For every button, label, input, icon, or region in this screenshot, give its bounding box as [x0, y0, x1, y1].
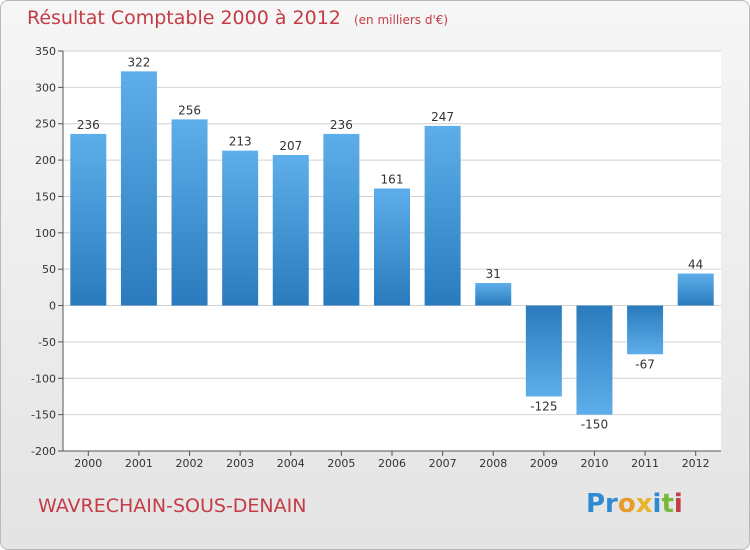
logo-part: Pr [586, 489, 618, 519]
data-label: -150 [581, 418, 608, 432]
logo-part: i [652, 489, 662, 519]
x-tick-label: 2009 [530, 457, 558, 470]
y-tick-label: 200 [35, 154, 56, 167]
x-tick-label: 2005 [327, 457, 355, 470]
y-tick-label: -200 [31, 445, 56, 458]
data-label: 256 [178, 103, 201, 117]
y-tick-label: 250 [35, 118, 56, 131]
y-tick-label: 350 [35, 45, 56, 58]
y-tick-label: 300 [35, 81, 56, 94]
y-tick-label: 50 [42, 263, 56, 276]
bar-2000 [70, 133, 107, 306]
logo-part: o [617, 489, 636, 519]
x-tick-label: 2004 [277, 457, 305, 470]
bar-2007 [424, 125, 461, 306]
commune-name: WAVRECHAIN-SOUS-DENAIN [38, 495, 307, 517]
y-tick-label: 100 [35, 227, 56, 240]
x-tick-label: 2006 [378, 457, 406, 470]
bar-2008 [475, 283, 512, 306]
data-label: 322 [127, 55, 150, 69]
bar-2002 [171, 119, 208, 306]
data-label: -125 [530, 399, 557, 413]
bar-2004 [272, 155, 309, 306]
x-tick-label: 2012 [682, 457, 710, 470]
x-tick-label: 2002 [176, 457, 204, 470]
y-tick-label: 150 [35, 190, 56, 203]
data-label: 213 [229, 135, 252, 149]
y-tick-label: 0 [49, 300, 56, 313]
bar-2010 [576, 305, 613, 415]
data-label: 161 [381, 172, 404, 186]
logo-part: i [673, 489, 683, 519]
data-label: 207 [279, 139, 302, 153]
data-label: 44 [688, 258, 703, 272]
bar-2011 [627, 305, 664, 355]
y-tick-label: -150 [31, 409, 56, 422]
data-label: -67 [635, 357, 655, 371]
logo-part: t [661, 489, 674, 519]
x-tick-label: 2001 [125, 457, 153, 470]
x-tick-label: 2000 [74, 457, 102, 470]
bar-2001 [120, 71, 157, 306]
chart-title: Résultat Comptable 2000 à 2012 (en milli… [27, 7, 448, 29]
data-label: 236 [77, 118, 100, 132]
data-label: 247 [431, 110, 454, 124]
data-label: 31 [486, 267, 501, 281]
logo-part: x [635, 489, 653, 519]
bar-2006 [374, 188, 410, 306]
bar-2012 [677, 273, 714, 306]
bar-2005 [323, 133, 360, 306]
x-tick-label: 2011 [631, 457, 659, 470]
chart-title-unit: (en milliers d'€) [353, 13, 449, 27]
y-tick-label: -100 [31, 372, 56, 385]
chart-title-main: Résultat Comptable 2000 à 2012 [27, 7, 341, 29]
proxiti-logo: Proxiti [586, 489, 683, 519]
bar-2003 [222, 150, 259, 306]
y-tick-label: -50 [38, 336, 56, 349]
x-tick-label: 2007 [429, 457, 457, 470]
bar-2009 [525, 305, 562, 397]
x-tick-label: 2010 [580, 457, 608, 470]
data-label: 236 [330, 118, 353, 132]
x-tick-label: 2003 [226, 457, 254, 470]
x-tick-label: 2008 [479, 457, 507, 470]
